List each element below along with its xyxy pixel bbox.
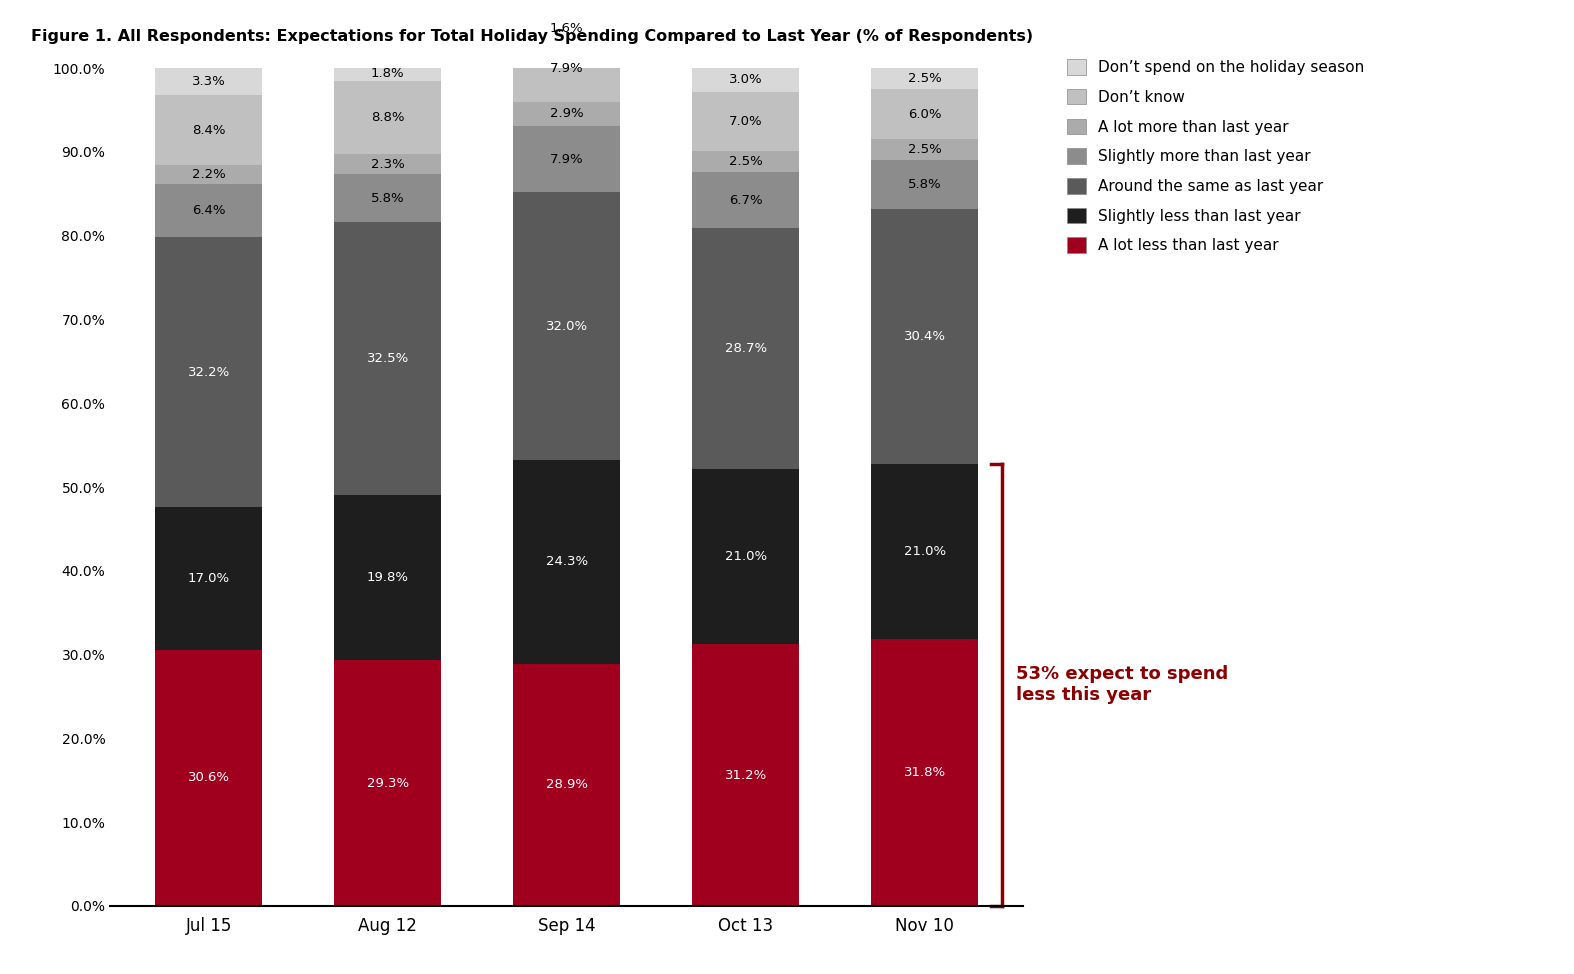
Bar <box>513 663 620 906</box>
Bar <box>693 151 800 172</box>
Bar <box>334 81 441 155</box>
Legend: Don’t spend on the holiday season, Don’t know, A lot more than last year, Slight: Don’t spend on the holiday season, Don’t… <box>1067 59 1365 253</box>
Text: 8.8%: 8.8% <box>371 111 405 124</box>
Bar <box>693 645 800 906</box>
Text: 3.3%: 3.3% <box>192 75 225 88</box>
Text: 7.0%: 7.0% <box>729 115 762 129</box>
Bar <box>154 67 263 95</box>
Text: 21.0%: 21.0% <box>724 550 767 563</box>
Text: 6.4%: 6.4% <box>192 205 225 217</box>
Text: 1.6%: 1.6% <box>549 22 584 35</box>
Text: 2.5%: 2.5% <box>908 143 941 157</box>
Bar <box>154 650 263 906</box>
Bar <box>154 238 263 507</box>
Bar <box>693 468 800 645</box>
Bar <box>693 67 800 93</box>
Text: 28.7%: 28.7% <box>724 342 767 355</box>
Text: 2.5%: 2.5% <box>908 72 941 85</box>
Bar <box>513 22 620 35</box>
Text: 6.7%: 6.7% <box>729 194 762 206</box>
Text: 31.2%: 31.2% <box>724 768 767 782</box>
Text: Figure 1. All Respondents: Expectations for Total Holiday Spending Compared to L: Figure 1. All Respondents: Expectations … <box>31 29 1034 44</box>
Bar <box>154 507 263 650</box>
Bar <box>154 166 263 184</box>
Bar <box>870 90 979 139</box>
Bar <box>513 460 620 663</box>
Text: 30.6%: 30.6% <box>187 771 230 784</box>
Text: 28.9%: 28.9% <box>546 778 587 791</box>
Bar <box>334 65 441 81</box>
Text: 1.8%: 1.8% <box>371 66 405 80</box>
Text: 7.9%: 7.9% <box>549 62 584 75</box>
Text: 7.9%: 7.9% <box>549 153 584 166</box>
Bar <box>870 68 979 90</box>
Text: 32.0%: 32.0% <box>546 319 587 333</box>
Text: 8.4%: 8.4% <box>192 124 225 136</box>
Bar <box>513 35 620 101</box>
Bar <box>513 101 620 126</box>
Text: 5.8%: 5.8% <box>908 178 941 191</box>
Text: 31.8%: 31.8% <box>903 767 946 779</box>
Bar <box>334 173 441 222</box>
Bar <box>870 208 979 464</box>
Bar <box>334 495 441 660</box>
Bar <box>154 95 263 166</box>
Bar <box>334 155 441 173</box>
Text: 2.2%: 2.2% <box>192 169 225 181</box>
Text: 2.9%: 2.9% <box>549 107 584 121</box>
Text: 19.8%: 19.8% <box>367 571 409 584</box>
Text: 3.0%: 3.0% <box>729 73 762 87</box>
Text: 6.0%: 6.0% <box>908 108 941 121</box>
Text: 30.4%: 30.4% <box>903 330 946 343</box>
Bar <box>334 660 441 906</box>
Bar <box>154 184 263 238</box>
Bar <box>693 93 800 151</box>
Bar <box>870 640 979 906</box>
Text: 32.5%: 32.5% <box>367 352 409 365</box>
Text: 2.5%: 2.5% <box>729 155 762 169</box>
Text: 21.0%: 21.0% <box>903 545 946 558</box>
Bar <box>334 222 441 495</box>
Bar <box>870 464 979 640</box>
Bar <box>693 172 800 228</box>
Text: 5.8%: 5.8% <box>371 192 405 205</box>
Bar <box>513 126 620 192</box>
Bar <box>870 161 979 208</box>
Text: 29.3%: 29.3% <box>367 776 409 790</box>
Bar <box>693 228 800 468</box>
Text: 2.3%: 2.3% <box>371 158 405 170</box>
Text: 24.3%: 24.3% <box>546 555 587 569</box>
Text: 32.2%: 32.2% <box>187 366 230 379</box>
Text: 53% expect to spend
less this year: 53% expect to spend less this year <box>1015 665 1228 704</box>
Bar <box>870 139 979 161</box>
Text: 17.0%: 17.0% <box>187 572 230 584</box>
Bar <box>513 192 620 460</box>
